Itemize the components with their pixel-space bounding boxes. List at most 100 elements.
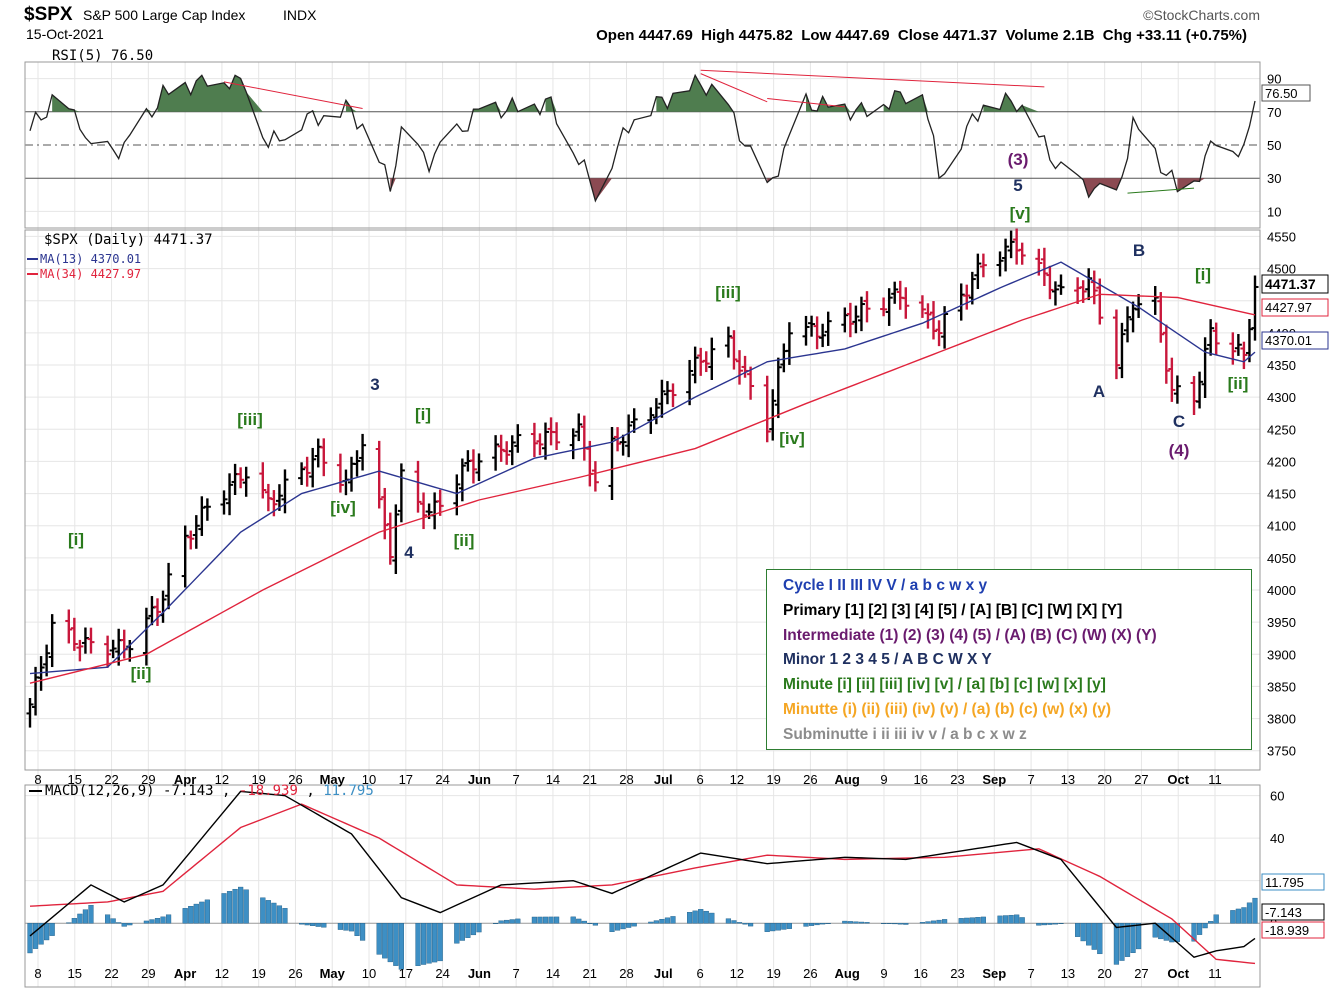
- x-tick-label: 7: [513, 772, 520, 787]
- macd-hist-bar: [587, 923, 593, 924]
- wave-label-minute: [iv]: [779, 429, 805, 448]
- macd-hist-bar: [664, 917, 671, 924]
- x-tick-label: 22: [104, 772, 118, 787]
- wave-label-minor: A: [1093, 382, 1105, 401]
- macd-hist-bar: [121, 923, 127, 927]
- macd-hist-bar: [542, 916, 549, 924]
- price-tick-label: 4050: [1267, 551, 1296, 566]
- price-tick-label: 4000: [1267, 583, 1296, 598]
- macd-hist-bar: [1058, 923, 1064, 924]
- macd-hist-bar: [44, 923, 50, 941]
- macd-hist-bar: [897, 923, 903, 925]
- ma34-label: MA(34) 4427.97: [40, 267, 141, 281]
- macd-hist-bar: [359, 923, 366, 941]
- x-tick-label: Jul: [654, 966, 673, 981]
- wave-label-minute: [iii]: [237, 410, 263, 429]
- rsi-trendline: [223, 81, 363, 109]
- macd-hist-bar: [842, 920, 848, 924]
- rsi-line: [29, 73, 1256, 203]
- wave-labels: [i] [ii] [iii] [iv] 3 [i] 4 [ii] [iii] [iv] (3) 5 [v…: [68, 150, 1248, 683]
- signal-line: [29, 803, 1256, 965]
- price-tick-label: 4150: [1267, 487, 1296, 502]
- ma13-line: [29, 261, 1256, 675]
- x-tick-label: 21: [582, 966, 596, 981]
- svg-text:11.795: 11.795: [1265, 875, 1304, 890]
- price-tick-label: 4500: [1267, 262, 1296, 277]
- macd-hist-bar: [465, 923, 471, 938]
- macd-hist-bar: [1124, 923, 1131, 957]
- legend-minute: Minute [i] [ii] [iii] [iv] [v] / [a] [b]…: [783, 676, 1106, 694]
- macd-hist-bar: [221, 893, 227, 924]
- macd-hist-bar: [498, 920, 504, 924]
- rsi-frame: [24, 61, 1261, 229]
- macd-hist-bar: [304, 923, 310, 926]
- macd-hist-bar: [1158, 923, 1164, 940]
- wave-label-minute: [ii]: [131, 664, 152, 683]
- macd-hist-bar: [476, 923, 482, 933]
- macd-hist-bar: [803, 923, 809, 927]
- x-tick-label: Jun: [468, 772, 491, 787]
- macd-hist-bar: [260, 897, 266, 924]
- macd-hist-bar: [437, 923, 443, 962]
- x-tick-label: 19: [251, 772, 265, 787]
- rsi-oversold-fill: [390, 178, 1206, 201]
- macd-hist-bar: [515, 918, 521, 924]
- x-tick-label: 23: [950, 966, 964, 981]
- macd-hist-bar: [393, 923, 399, 966]
- macd-hist-bar: [1252, 897, 1258, 924]
- macd-hist-bar: [154, 917, 161, 924]
- macd-hist-bar: [82, 909, 89, 924]
- rsi-tick-label: 70: [1267, 105, 1281, 120]
- x-tick-label: 10: [362, 966, 376, 981]
- x-tick-label: 8: [34, 966, 41, 981]
- macd-hist-bar: [709, 912, 715, 924]
- x-tick-label: 12: [730, 772, 744, 787]
- macd-hist-bar: [1075, 923, 1081, 937]
- price-tick-label: 4550: [1267, 229, 1296, 244]
- x-tick-label: 16: [914, 966, 928, 981]
- macd-hist-bar: [576, 918, 582, 924]
- signal-value-tag: -18.939: [1261, 921, 1325, 939]
- legend-minutte: Minutte (i) (ii) (iii) (iv) (v) / (a) (b…: [783, 700, 1112, 718]
- svg-text:-18.939: -18.939: [1265, 923, 1309, 938]
- x-tick-label: Oct: [1167, 772, 1189, 787]
- rsi-tick-label: 10: [1267, 204, 1281, 219]
- hist-value: 11.795: [323, 783, 374, 799]
- macd-hist-bar: [1130, 923, 1136, 953]
- macd-tick-label: 40: [1270, 831, 1284, 846]
- legend-intermediate: Intermediate (1) (2) (3) (4) (5) / (A) (…: [783, 626, 1157, 644]
- price-panel: 4550450044004350430042504200415041004050…: [26, 228, 1296, 759]
- x-tick-label: May: [320, 966, 346, 981]
- wave-label-minor: 4: [404, 543, 414, 562]
- macd-hist-bar: [614, 923, 621, 931]
- x-tick-label: 13: [1061, 772, 1075, 787]
- legend-subminutte: Subminutte i ii iii iv v / a b c x w z: [783, 725, 1027, 743]
- macd-hist-bar: [470, 923, 477, 936]
- macd-hist-bar: [1213, 914, 1219, 924]
- rsi-label: RSI(5) 76.50: [52, 48, 153, 64]
- macd-hist-bar: [820, 923, 826, 925]
- x-tick-label: 15: [68, 966, 82, 981]
- wave-label-minute: [i]: [68, 530, 84, 549]
- macd-hist-bar: [925, 921, 931, 924]
- macd-hist-bar: [1086, 923, 1092, 946]
- macd-hist-bar: [32, 923, 39, 949]
- wave-label-minor: 5: [1013, 176, 1022, 195]
- macd-hist-bar: [958, 918, 964, 924]
- x-tick-label: 6: [696, 966, 703, 981]
- x-tick-label: 29: [141, 966, 155, 981]
- price-tick-label: 4250: [1267, 422, 1296, 437]
- macd-hist-bar: [160, 916, 166, 924]
- price-tick-label: 4200: [1267, 454, 1296, 469]
- macd-hist-bar: [432, 923, 438, 963]
- x-tick-label: 13: [1061, 966, 1075, 981]
- x-tick-label: Aug: [835, 966, 860, 981]
- macd-hist-bar: [243, 889, 249, 924]
- grid-lines: [25, 62, 1260, 987]
- svg-text:-7.143: -7.143: [1265, 905, 1302, 920]
- macd-hist-bar: [858, 921, 865, 924]
- ma13-value-tag: 4370.01: [1261, 331, 1329, 350]
- macd-hist-bar: [182, 908, 188, 924]
- macd-hist-bar: [997, 915, 1003, 924]
